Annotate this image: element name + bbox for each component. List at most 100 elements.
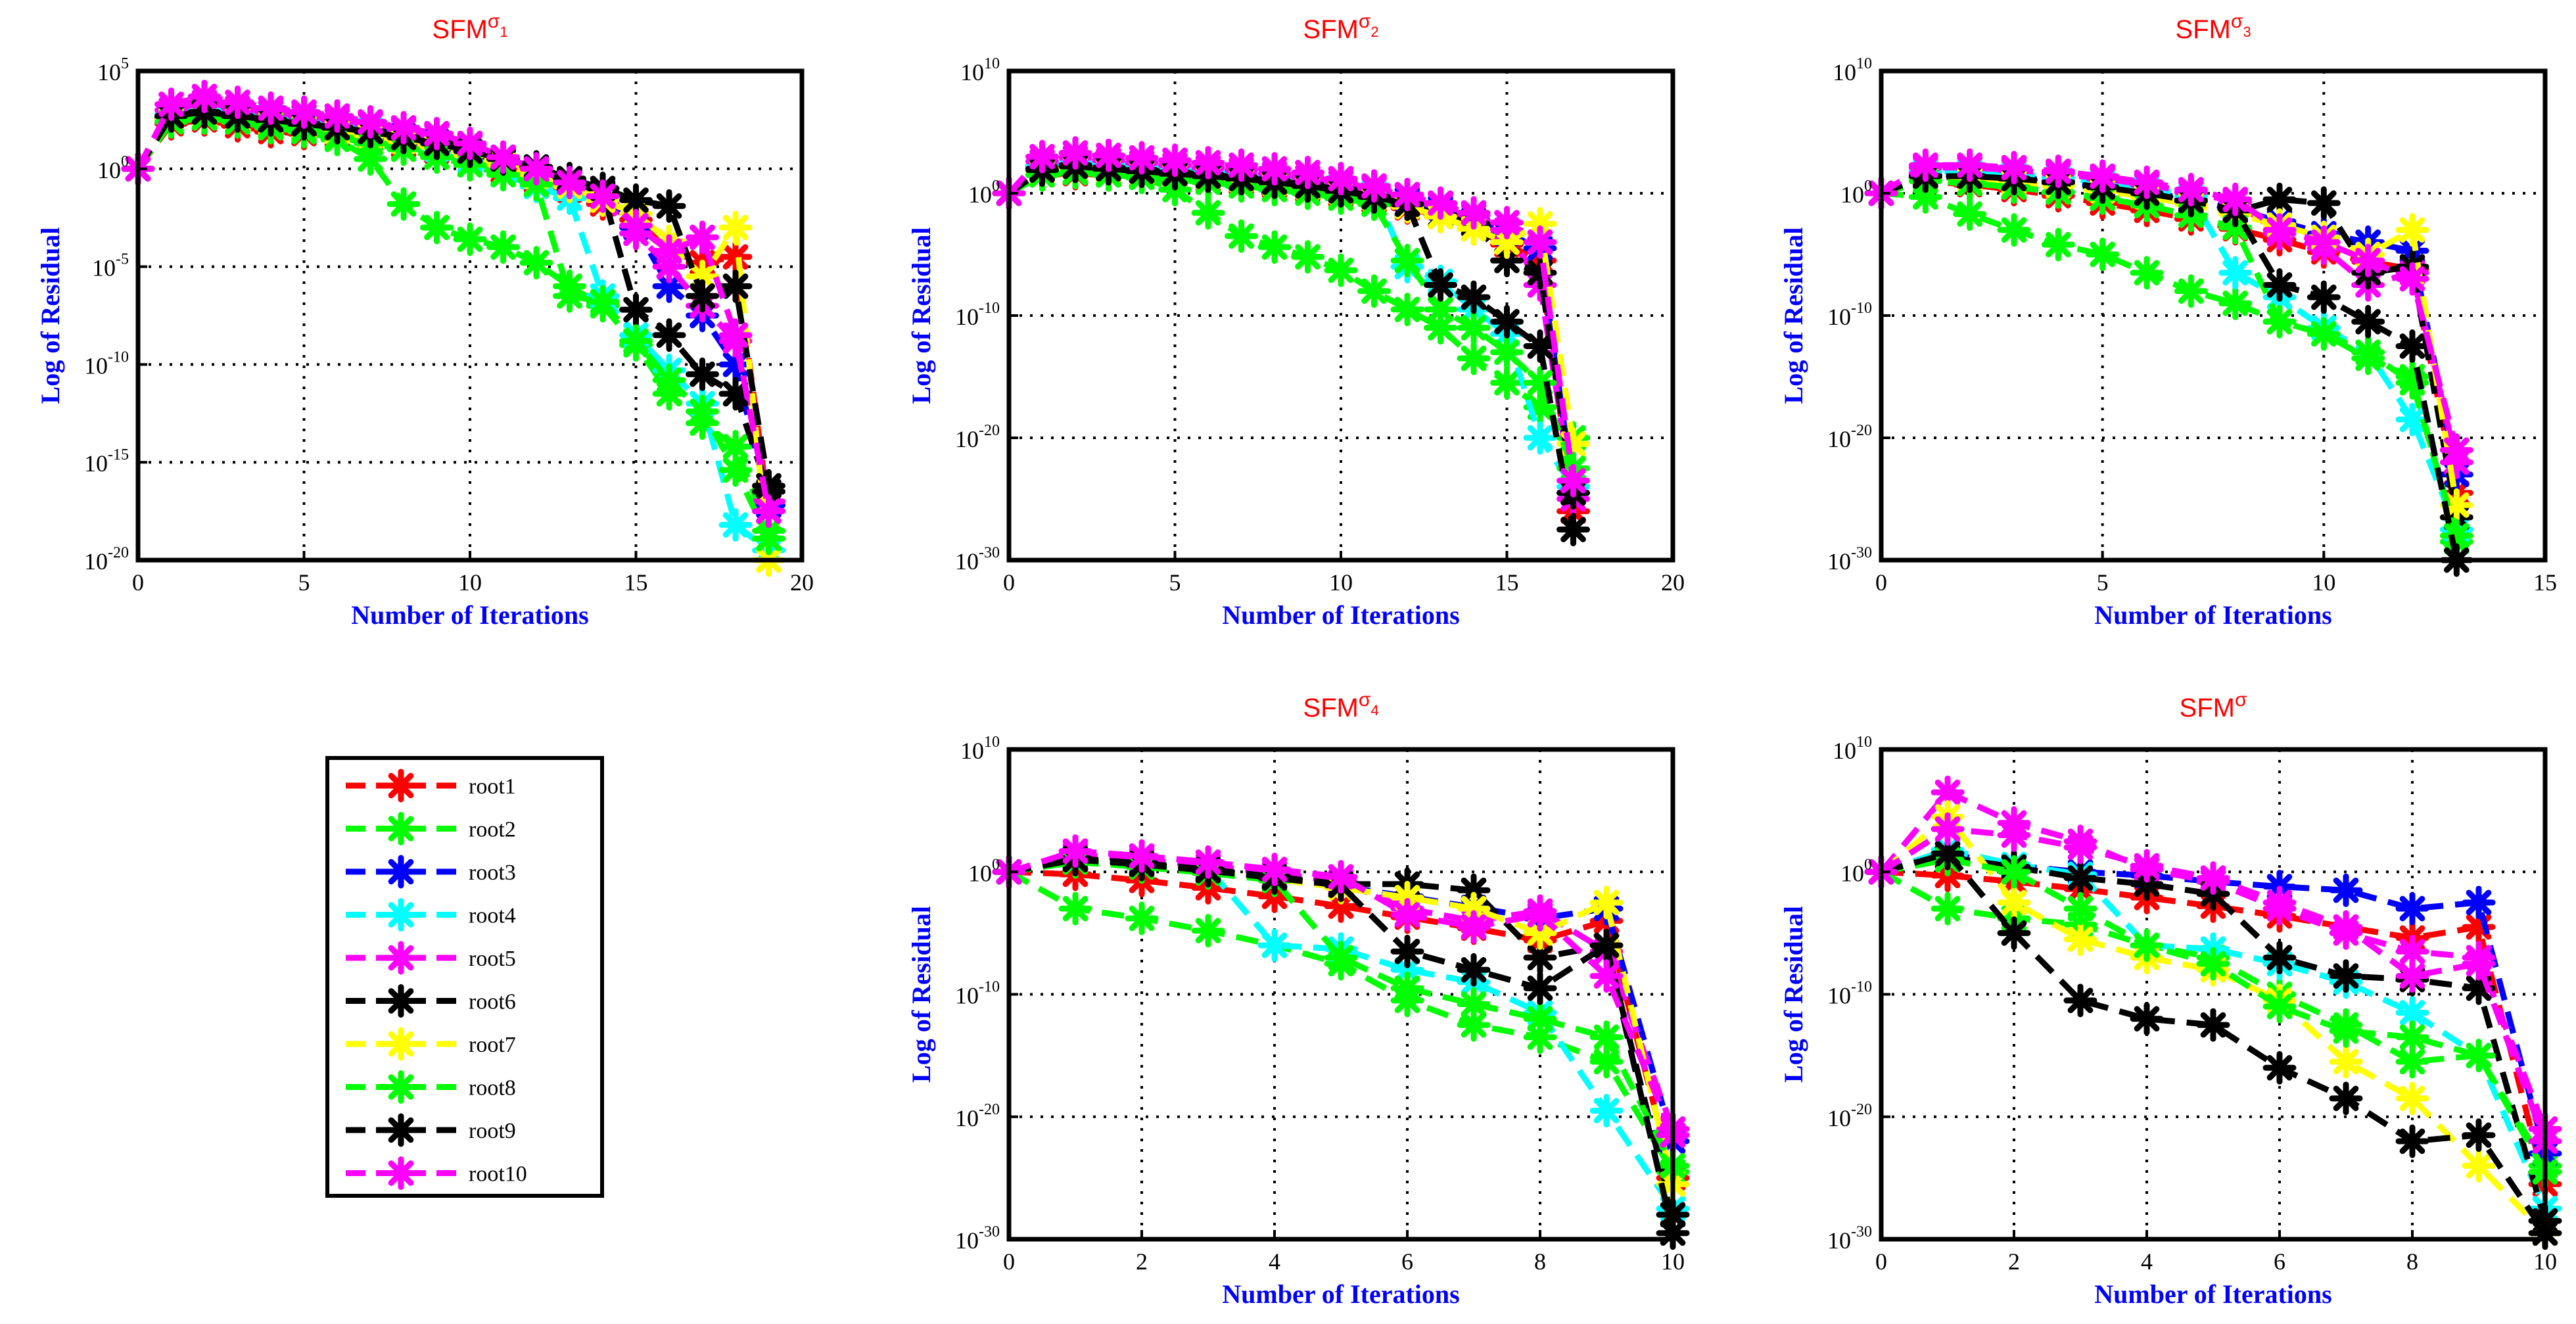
marker-root9 [1457,953,1491,987]
marker-root6 [1457,873,1491,907]
x-tick-label: 10 [2533,1248,2557,1275]
marker-root10 [1457,196,1491,230]
marker-root10 [1257,853,1292,887]
marker-root10 [1191,146,1225,179]
legend-marker [384,812,418,845]
legend-label: root1 [469,774,516,799]
marker-root10 [1357,169,1391,203]
y-tick-label: 1010 [1833,55,1872,85]
marker-root10 [221,85,254,120]
series-line-root9 [1007,163,1576,531]
x-tick-label: 5 [298,569,310,596]
y-tick-label: 100 [1840,177,1872,208]
marker-root2 [2218,286,2253,320]
x-tick-label: 10 [2312,569,2335,596]
marker-root7 [1997,886,2031,920]
x-tick-label: 4 [2141,1248,2153,1275]
marker-root8 [2130,928,2164,962]
x-tick-label: 5 [2097,569,2109,596]
x-tick-label: 0 [1875,1248,1887,1275]
marker-root9 [2130,1002,2164,1036]
y-tick-label: 10-30 [1827,544,1872,575]
marker-root7 [2063,922,2097,957]
marker-root10 [2351,243,2385,277]
legend-marker [384,768,418,803]
marker-root8 [2262,304,2297,339]
series-line-root9 [1880,850,2548,1235]
legend-entry-root4: root4 [346,898,516,932]
marker-root2 [1997,213,2031,247]
y-tick-label: 100 [97,153,129,183]
legend-marker [384,898,418,932]
marker-root2 [1257,230,1292,264]
marker-root9 [2262,268,2297,302]
marker-root9 [2063,983,2097,1018]
marker-root7 [1523,207,1557,241]
marker-root10 [154,87,188,122]
marker-root2 [1058,891,1092,926]
marker-root3 [2329,873,2363,907]
marker-root10 [2439,433,2473,467]
subplot-1: 0 5 10 15 20 10-20 10-15 10-10 10-5 100 105 SFMσ1 Nu… [35,11,814,630]
subplot-3: 0 5 10 15 10-30 10-20 10-10 100 1010 SFMσ3 Number … [1779,11,2557,630]
y-tick-label: 105 [97,55,129,85]
marker-root9 [2395,329,2429,363]
marker-root9 [718,269,753,303]
marker-root8 [2196,947,2230,981]
y-tick-label: 10-5 [92,251,129,281]
marker-root10 [1158,143,1192,177]
subplot-5: 0 2 4 6 8 10 10-30 10-20 10-10 100 1010 SFMσ Number … [1779,689,2562,1309]
legend-label: root7 [469,1033,516,1057]
marker-root10 [1257,152,1292,186]
marker-root10 [386,110,421,145]
marker-root10 [752,494,785,529]
legend-marker [384,855,418,889]
x-axis-label: Number of Iterations [351,600,588,630]
marker-root2 [718,429,753,463]
marker-root8 [1490,335,1524,369]
legend-entry-root9: root9 [346,1113,516,1147]
marker-root8 [752,521,785,556]
marker-root10 [1092,138,1125,172]
marker-root10 [1390,897,1424,932]
marker-root8 [1457,311,1491,345]
marker-root4 [2395,402,2429,437]
x-tick-label: 10 [1661,1248,1685,1275]
marker-root3 [652,269,686,303]
marker-root10 [2329,910,2363,944]
x-tick-label: 8 [2406,1248,2418,1275]
marker-root10 [1589,959,1624,993]
marker-root2 [1457,341,1491,375]
marker-root10 [1523,225,1557,259]
legend-entry-root6: root6 [346,984,516,1018]
marker-root10 [287,95,321,129]
y-axis-label: Log of Residual [1779,227,1808,404]
marker-root4 [1257,928,1292,962]
marker-root6 [2262,941,2297,975]
marker-root10 [2086,159,2120,193]
marker-root10 [1125,839,1159,873]
legend-entry-root10: root10 [346,1156,527,1190]
marker-root7 [2395,1081,2429,1116]
marker-root6 [652,318,686,352]
marker-root2 [1523,1020,1557,1054]
marker-root8 [686,394,719,429]
marker-root10 [652,234,686,268]
y-tick-label: 10-20 [1827,1101,1872,1131]
x-axis-label: Number of Iterations [1222,600,1459,630]
marker-root8 [2462,1039,2496,1073]
legend-label: root8 [469,1076,516,1100]
marker-root9 [1490,304,1524,339]
y-tick-label: 100 [968,856,1000,886]
subplot-4: 0 2 4 6 8 10 10-30 10-20 10-10 100 1010 SFMσ4 Number… [906,689,1690,1309]
marker-root10 [1191,845,1225,879]
x-tick-label: 2 [1136,1248,1148,1275]
marker-root8 [1424,293,1457,327]
marker-root10 [2218,182,2253,216]
marker-root10 [1997,151,2031,185]
marker-root6 [1523,941,1557,975]
legend-label: root2 [469,818,516,842]
marker-root8 [1390,971,1424,1005]
x-tick-label: 20 [1661,569,1685,596]
marker-root9 [1523,329,1557,363]
